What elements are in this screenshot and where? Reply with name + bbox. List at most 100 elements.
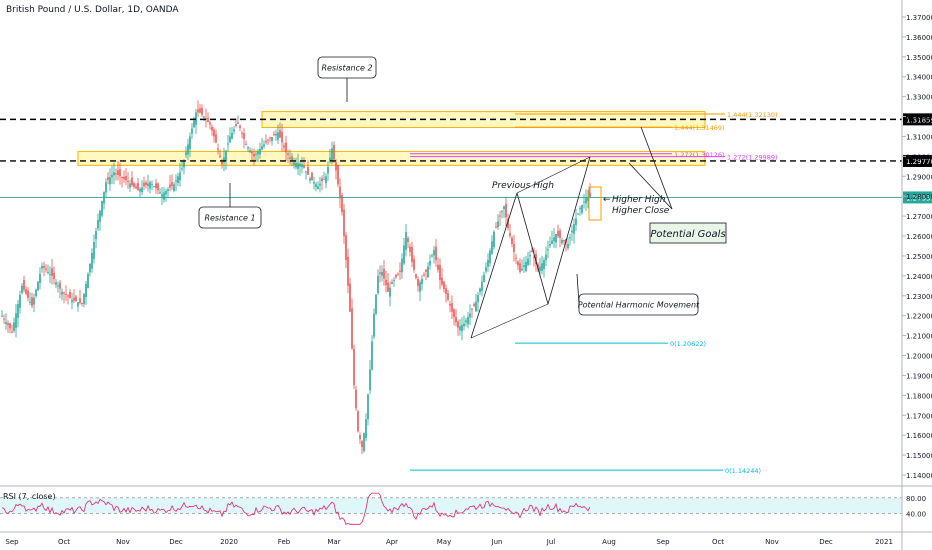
candle-body [55, 282, 57, 285]
y-tick-label: 1.28000 [906, 193, 932, 201]
candle-body [527, 258, 529, 265]
candle-body [183, 160, 185, 168]
candle-body [561, 240, 563, 244]
candle-body [7, 323, 9, 326]
candle-body [357, 411, 359, 432]
candle-body [517, 261, 519, 266]
candle-body [289, 157, 291, 159]
candle-body [477, 295, 479, 303]
candle-body [397, 273, 399, 275]
harmonic-callout-label: Potential Harmonic Movement [578, 301, 700, 310]
candle-body [107, 177, 109, 180]
candle-body [349, 283, 351, 312]
y-tick-label: 1.33000 [906, 94, 932, 102]
candle-body [269, 137, 271, 139]
harmonic-leg [547, 156, 591, 305]
candle-body [179, 172, 181, 181]
candle-body [307, 166, 309, 175]
candle-body [257, 151, 259, 155]
last-price-tag-bg [903, 191, 932, 204]
candle-body [43, 265, 45, 268]
candle-body [83, 293, 85, 304]
price-tag-label: 1.31859 [906, 116, 932, 124]
candle-body [511, 237, 513, 245]
chart-title: British Pound / U.S. Dollar, 1D, OANDA [6, 5, 179, 15]
candle-body [337, 164, 339, 185]
candle-body [239, 125, 241, 129]
candle-body [429, 260, 431, 266]
x-tick-label: Nov [765, 538, 779, 546]
candle-body [279, 130, 281, 138]
rsi-tick-80: 80.00 [906, 495, 926, 503]
candle-body [551, 240, 553, 244]
x-tick-label: Mar [327, 538, 340, 546]
y-tick-label: 1.15000 [906, 452, 932, 460]
candle-body [277, 132, 279, 140]
harmonic-callout-box [578, 293, 699, 316]
candle-body [455, 316, 457, 323]
candle-body [309, 178, 311, 181]
y-tick-label: 1.22000 [906, 313, 932, 321]
candle-body [235, 124, 237, 127]
candle-body [75, 296, 77, 302]
candle-body [23, 280, 25, 290]
candle-body [301, 164, 303, 167]
candle-body [79, 298, 81, 303]
overlays: 1.31859 1.29770 1.27939 1.444(1.32130)1.444… [0, 56, 932, 475]
candle-body [329, 157, 331, 162]
candle-body [543, 259, 545, 270]
x-tick-label: May [437, 538, 451, 546]
candle-body [5, 322, 7, 324]
candle-body [325, 176, 327, 184]
candle-body [347, 256, 349, 286]
candle-body [373, 313, 375, 337]
candle-body [447, 292, 449, 300]
candle-body [249, 150, 251, 153]
candle-body [391, 282, 393, 284]
candle-body [135, 186, 137, 189]
candle-body [177, 176, 179, 183]
fib-0-a-label: 0(1.20622) [670, 340, 706, 348]
x-tick-label: 2021 [875, 538, 893, 546]
candle-body [495, 226, 497, 228]
candle-body [413, 258, 415, 270]
candle-body [251, 151, 253, 154]
potential-goals-box [649, 222, 727, 244]
candle-body [111, 174, 113, 178]
candle-body [67, 295, 69, 297]
candle-body [443, 281, 445, 290]
candle-body [387, 282, 389, 292]
candle-body [101, 201, 103, 216]
candle-body [531, 250, 533, 252]
candle-body [417, 279, 419, 286]
candle-body [471, 308, 473, 310]
candle-body [255, 153, 257, 155]
candle-body [95, 231, 97, 240]
candle-body [53, 272, 55, 280]
candle-body [153, 186, 155, 188]
candle-body [171, 182, 173, 186]
harmonic-callout-pointer [576, 273, 580, 305]
candle-body [505, 204, 507, 218]
candle-body [275, 133, 277, 136]
candle-body [51, 268, 53, 276]
candle-body [25, 289, 27, 294]
y-tick-label: 1.32000 [906, 114, 932, 122]
candle-body [333, 144, 335, 160]
candle-body [285, 142, 287, 153]
y-tick-label: 1.31000 [906, 133, 932, 141]
candle-body [217, 148, 219, 150]
candle-body [435, 246, 437, 260]
candle-body [233, 129, 235, 132]
rsi-line [1, 492, 591, 525]
candle-body [123, 176, 125, 179]
candle-body [163, 192, 165, 200]
candle-body [13, 322, 15, 331]
fib-1444-a-label: 1.444(1.32130) [727, 111, 778, 119]
rsi-tick-40: 40.00 [906, 510, 926, 518]
candle-body [571, 230, 573, 233]
candle-body [281, 131, 283, 143]
candle-body [489, 250, 491, 264]
candle-body [77, 302, 79, 307]
